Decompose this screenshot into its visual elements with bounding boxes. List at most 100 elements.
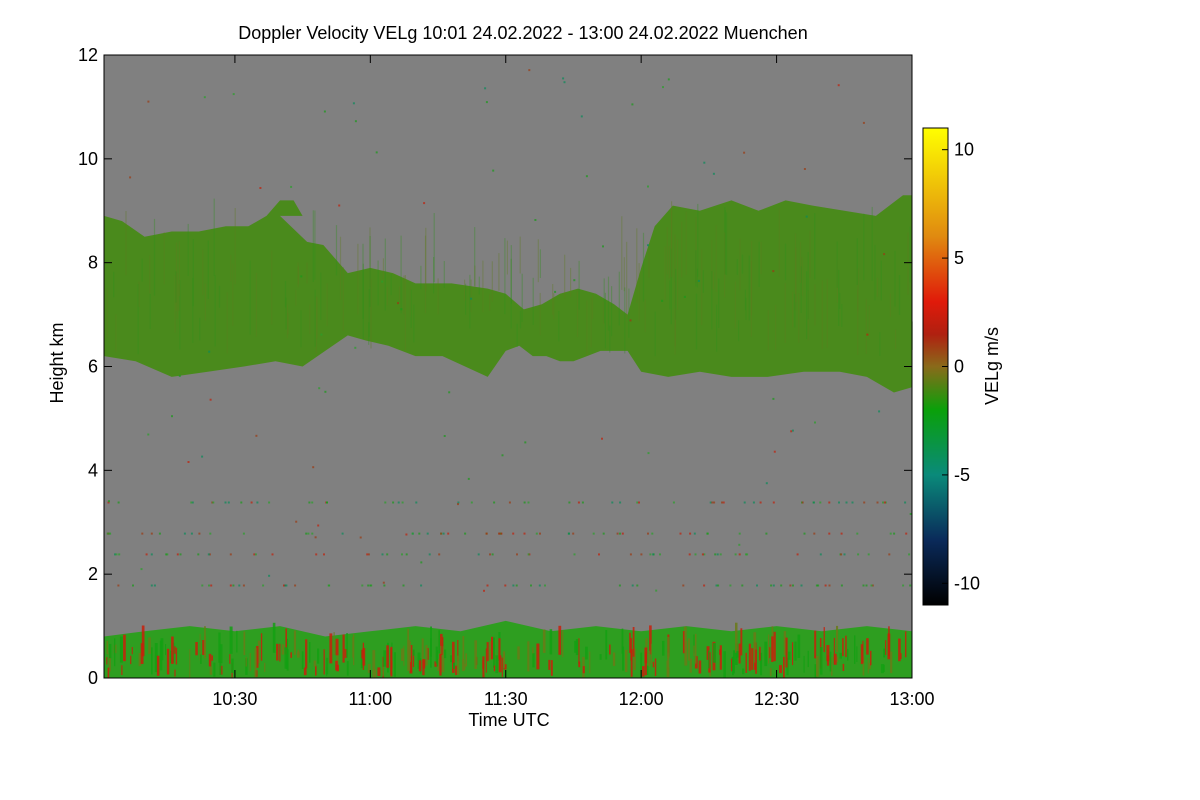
boundary-streak xyxy=(383,650,387,667)
boundary-streak xyxy=(880,664,884,674)
boundary-streak xyxy=(309,642,311,663)
noise-speckle xyxy=(805,215,808,218)
boundary-streak xyxy=(264,662,266,672)
noise-speckle xyxy=(375,151,378,154)
cloud-streak xyxy=(642,232,645,302)
noise-speckle xyxy=(483,589,485,592)
boundary-streak xyxy=(160,638,164,661)
cloud-streak xyxy=(603,278,605,324)
boundary-streak xyxy=(883,664,885,672)
colorbar-label: VELg m/s xyxy=(982,327,1002,405)
cloud-streak xyxy=(433,257,435,294)
boundary-streak xyxy=(141,625,145,657)
cloud-streak xyxy=(213,198,215,276)
cloud-streak xyxy=(778,208,780,277)
noise-speckle xyxy=(661,299,664,302)
cloud-streak xyxy=(590,298,592,348)
boundary-streak xyxy=(719,649,721,655)
noise-speckle xyxy=(801,501,804,504)
boundary-streak xyxy=(457,640,459,662)
cloud-streak xyxy=(626,241,628,319)
cloud-streak xyxy=(674,268,677,320)
noise-speckle xyxy=(448,391,451,394)
noise-speckle xyxy=(367,584,370,587)
noise-speckle xyxy=(840,532,843,535)
noise-speckle xyxy=(190,532,193,535)
cloud-streak xyxy=(724,210,726,275)
noise-speckle xyxy=(367,553,370,556)
boundary-streak xyxy=(342,634,345,663)
boundary-streak xyxy=(698,660,702,674)
cloud-streak xyxy=(552,284,554,315)
boundary-streak xyxy=(361,649,363,659)
cloud-streak xyxy=(425,227,427,292)
cloud-streak xyxy=(465,283,467,315)
noise-speckle xyxy=(323,110,326,113)
noise-speckle xyxy=(647,452,650,455)
boundary-streak xyxy=(439,633,443,655)
cloud-streak xyxy=(369,236,371,307)
boundary-streak xyxy=(585,646,588,660)
cloud-streak xyxy=(249,260,251,335)
noise-speckle xyxy=(562,77,565,80)
boundary-streak xyxy=(503,653,505,669)
boundary-streak xyxy=(807,650,809,668)
cloud-streak xyxy=(879,332,881,356)
noise-speckle xyxy=(888,553,891,556)
noise-speckle xyxy=(619,501,622,504)
cloud-streak xyxy=(469,274,471,329)
noise-speckle xyxy=(722,501,725,504)
cloud-streak xyxy=(539,249,541,278)
noise-speckle xyxy=(791,429,794,432)
cloud-streak xyxy=(226,292,228,354)
noise-speckle xyxy=(796,553,799,556)
boundary-streak xyxy=(199,633,201,661)
cloud-streak xyxy=(644,299,646,333)
noise-speckle xyxy=(262,584,265,587)
boundary-streak xyxy=(108,652,111,672)
noise-speckle xyxy=(515,584,518,587)
noise-speckle xyxy=(426,532,429,535)
noise-speckle xyxy=(254,553,257,556)
cloud-streak xyxy=(570,267,572,298)
x-tick-label: 12:00 xyxy=(619,689,664,709)
boundary-streak xyxy=(503,664,507,670)
boundary-streak xyxy=(558,625,562,655)
noise-speckle xyxy=(629,319,632,322)
cloud-streak xyxy=(741,254,744,274)
noise-speckle xyxy=(840,553,843,556)
boundary-streak xyxy=(578,661,581,668)
boundary-streak xyxy=(713,643,716,663)
cloud-streak xyxy=(894,250,896,307)
noise-speckle xyxy=(504,584,507,587)
noise-speckle xyxy=(904,501,907,504)
cloud-streak xyxy=(178,241,180,296)
boundary-streak xyxy=(418,660,422,672)
cloud-streak xyxy=(297,262,299,288)
boundary-streak xyxy=(346,633,348,658)
noise-speckle xyxy=(361,584,364,587)
cloud-streak xyxy=(623,257,625,292)
cloud-streak xyxy=(736,259,738,275)
cloud-streak xyxy=(674,234,676,306)
cloud-streak xyxy=(382,258,384,279)
cloud-streak xyxy=(410,289,412,328)
boundary-streak xyxy=(439,654,442,676)
cloud-streak xyxy=(437,278,439,315)
noise-speckle xyxy=(203,96,206,99)
noise-speckle xyxy=(253,553,256,556)
y-tick-label: 12 xyxy=(78,45,98,65)
cloud-streak xyxy=(564,254,566,299)
boundary-streak xyxy=(779,665,782,674)
noise-speckle xyxy=(158,532,161,535)
cloud-streak xyxy=(784,243,787,281)
boundary-streak xyxy=(785,637,788,668)
boundary-streak xyxy=(121,665,123,675)
cloud-streak xyxy=(807,290,809,341)
boundary-streak xyxy=(842,638,844,657)
plot-area xyxy=(103,54,913,679)
cloud-streak xyxy=(670,248,672,325)
noise-speckle xyxy=(284,584,287,587)
boundary-streak xyxy=(285,661,288,669)
boundary-streak xyxy=(735,622,738,653)
